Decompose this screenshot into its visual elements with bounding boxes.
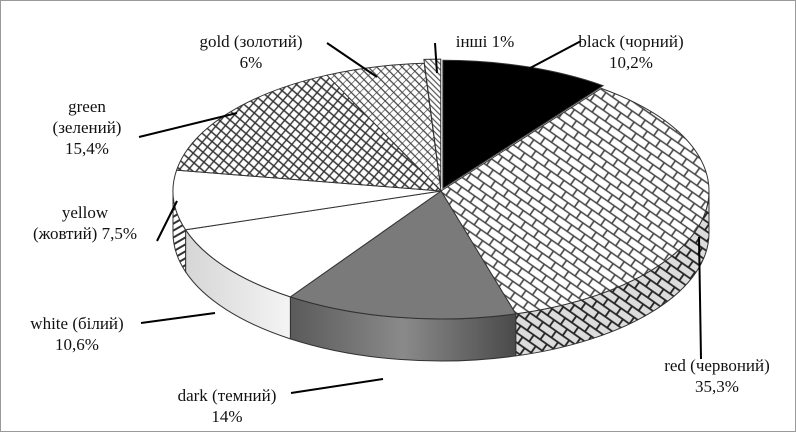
label-yellow-line1: yellow <box>62 203 109 222</box>
label-white-line2: 10,6% <box>55 335 99 354</box>
label-dark-line2: 14% <box>211 407 242 426</box>
slice-black <box>442 59 605 190</box>
slice-yellow <box>172 169 442 231</box>
pie-top-layer <box>172 58 710 320</box>
label-white: white (білий) 10,6% <box>30 314 123 354</box>
leader-line-other <box>434 42 438 74</box>
label-gold-line2: 6% <box>240 53 263 72</box>
leader-line-black <box>516 40 582 76</box>
label-black: black (чорний) 10,2% <box>578 32 683 72</box>
label-green-line1: green <box>68 97 106 116</box>
label-yellow-line2: (жовтий) 7,5% <box>33 224 137 243</box>
label-white-line1: white (білий) <box>30 314 123 333</box>
pie-side-layer <box>172 190 710 362</box>
leader-line-red <box>698 236 702 360</box>
label-yellow: yellow (жовтий) 7,5% <box>33 203 137 243</box>
label-other-line1: інші 1% <box>456 32 515 51</box>
label-other: інші 1% <box>456 32 515 51</box>
label-gold-line1: gold (золотий) <box>199 32 302 51</box>
label-red-line1: red (червоний) <box>664 356 770 375</box>
leader-line-dark <box>290 378 384 394</box>
label-dark-line1: dark (темний) <box>178 386 277 405</box>
leader-line-white <box>140 312 216 324</box>
leader-lines <box>138 40 702 394</box>
label-green: green (зелений) 15,4% <box>53 97 122 158</box>
label-dark: dark (темний) 14% <box>178 386 277 426</box>
slice-dark <box>289 190 517 320</box>
label-green-line3: 15,4% <box>65 139 109 158</box>
label-gold: gold (золотий) 6% <box>199 32 302 72</box>
leader-line-yellow <box>156 200 178 242</box>
slice-green <box>175 74 443 192</box>
slice-labels: black (чорний) 10,2% red (червоний) 35,3% da… <box>30 32 769 426</box>
slice-white <box>184 190 442 298</box>
label-green-line2: (зелений) <box>53 118 122 137</box>
label-black-line2: 10,2% <box>609 53 653 72</box>
slice-red <box>440 87 710 315</box>
label-red: red (червоний) 35,3% <box>664 356 770 396</box>
leader-line-green <box>138 112 238 138</box>
slice-other <box>423 58 442 188</box>
label-black-line1: black (чорний) <box>578 32 683 51</box>
label-red-line2: 35,3% <box>695 377 739 396</box>
leader-line-gold <box>326 42 378 78</box>
